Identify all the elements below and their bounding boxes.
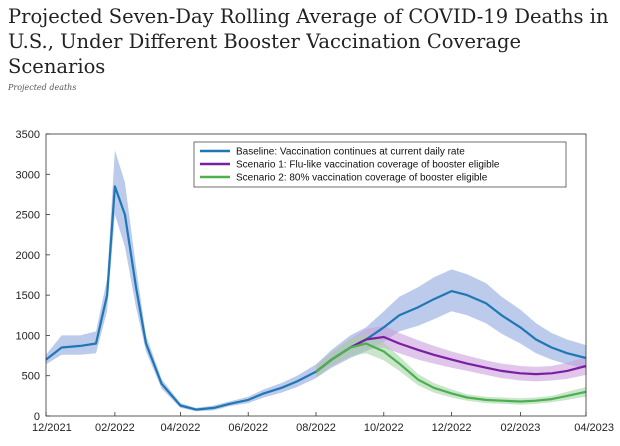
series-line-0 xyxy=(45,185,587,411)
legend-label-2: Scenario 2: 80% vaccination coverage of … xyxy=(236,173,488,184)
y-tick-label-4: 2000 xyxy=(16,250,40,262)
axes: 0 500 1000 1500 2000 2500 3000 3500 12/2021 02/20… xyxy=(16,129,614,434)
x-tick-label-2: 04/2022 xyxy=(161,422,201,434)
x-tick-label-5: 10/2022 xyxy=(364,422,404,434)
x-tick-label-8: 04/2023 xyxy=(574,422,614,434)
y-tick-label-2: 1000 xyxy=(16,330,40,342)
legend-box xyxy=(193,141,567,188)
series-band-1 xyxy=(316,325,586,382)
x-tick-label-1: 02/2022 xyxy=(95,422,135,434)
chart-subtitle: Projected deaths xyxy=(8,83,77,92)
y-tick-label-7: 3500 xyxy=(16,129,40,141)
x-tick-label-0: 12/2021 xyxy=(32,422,72,434)
series-line-1 xyxy=(315,335,587,376)
legend-label-0: Baseline: Vaccination continues at curre… xyxy=(236,147,465,158)
chart-title: Projected Seven-Day Rolling Average of C… xyxy=(8,5,609,78)
x-tick-label-3: 06/2022 xyxy=(228,422,268,434)
series-line-2 xyxy=(315,342,587,403)
x-tick-label-6: 12/2022 xyxy=(432,422,472,434)
y-tick-label-6: 3000 xyxy=(16,169,40,181)
y-tick-label-3: 1500 xyxy=(16,290,40,302)
y-tick-label-1: 500 xyxy=(22,371,40,383)
x-tick-label-4: 08/2022 xyxy=(296,422,336,434)
legend: Baseline: Vaccination continues at curre… xyxy=(193,141,567,188)
y-tick-label-0: 0 xyxy=(34,411,40,423)
series-band-0 xyxy=(46,150,586,412)
series-lines xyxy=(45,185,587,411)
x-tick-label-7: 02/2023 xyxy=(501,422,541,434)
legend-label-1: Scenario 1: Flu-like vaccination coverag… xyxy=(236,160,500,171)
y-tick-label-5: 2500 xyxy=(16,210,40,222)
